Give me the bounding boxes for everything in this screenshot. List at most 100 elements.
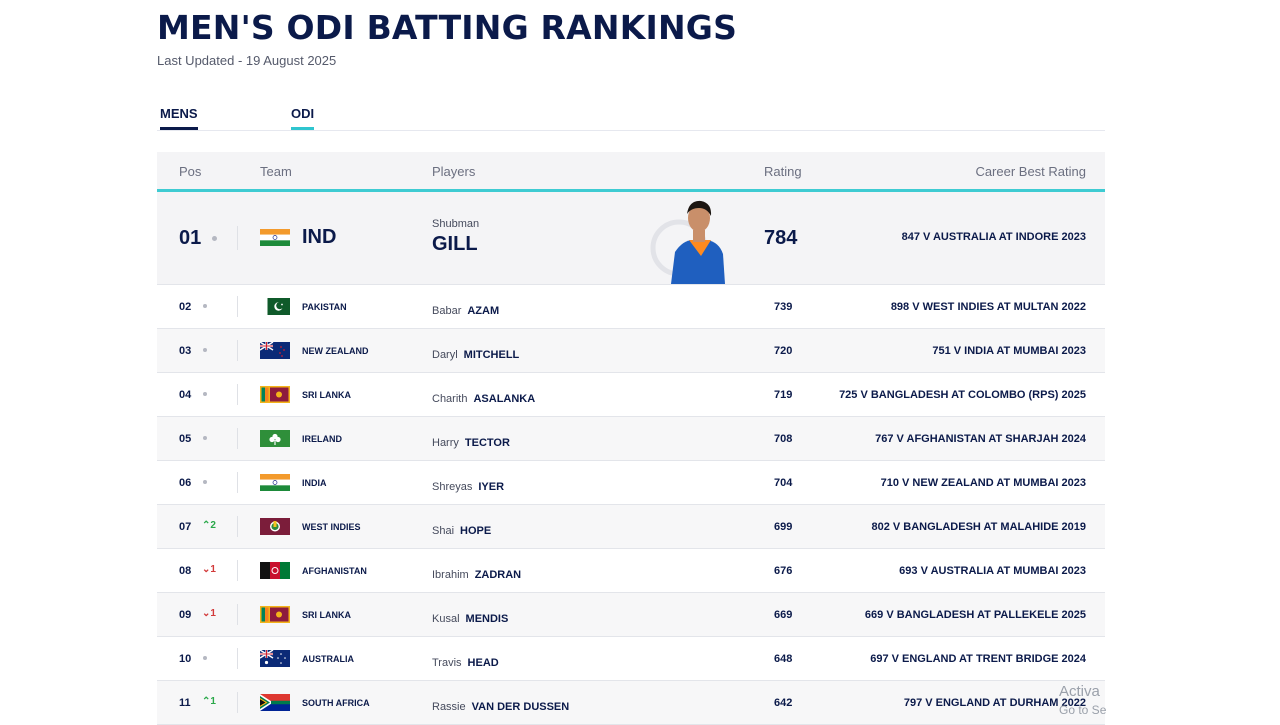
table-row[interactable]: 06 INDIA Shreyas IYER 704 710 V NEW ZEALAND A… bbox=[157, 461, 1105, 505]
ranking-rows: 02 PAKISTAN Babar AZAM 739 898 V WEST INDIES … bbox=[157, 285, 1105, 725]
rank-position: 02 bbox=[179, 301, 192, 313]
table-row[interactable]: 09 ⌄1 SRI LANKA Kusal MENDIS 669 669 V BANGLAD… bbox=[157, 593, 1105, 637]
player-first-name: Harry bbox=[432, 437, 459, 449]
player-last-name: HOPE bbox=[460, 525, 492, 537]
career-best: 797 V ENGLAND AT DURHAM 2022 bbox=[903, 697, 1086, 709]
rank-position: 04 bbox=[179, 389, 192, 401]
tab-odi[interactable]: ODI bbox=[291, 106, 315, 130]
rank-position: 03 bbox=[179, 345, 192, 357]
divider bbox=[237, 516, 238, 537]
player-first-name: Travis bbox=[432, 657, 462, 669]
player-first-name: Shubman bbox=[432, 218, 480, 230]
rating-value: 676 bbox=[774, 565, 793, 577]
team-name: SRI LANKA bbox=[302, 610, 351, 620]
rankings-table: Pos Team Players Rating Career Best Rati… bbox=[157, 152, 1105, 725]
afghanistan-flag-icon bbox=[260, 562, 290, 579]
team-name: AFGHANISTAN bbox=[302, 566, 367, 576]
divider bbox=[237, 560, 238, 581]
player-name[interactable]: Charith ASALANKA bbox=[432, 393, 535, 405]
player-name[interactable]: Daryl MITCHELL bbox=[432, 349, 519, 361]
rank-change-up: ⌃1 bbox=[202, 696, 216, 707]
rank-change-down: ⌄1 bbox=[202, 564, 216, 575]
player-last-name: ZADRAN bbox=[474, 569, 522, 581]
top-ranked-row[interactable]: 01 IND Shubman GILL 784 847 V AUSTRALIA … bbox=[157, 192, 1105, 285]
team-name: IRELAND bbox=[302, 434, 342, 444]
south-africa-flag-icon bbox=[260, 694, 290, 711]
arrow-down-icon: ⌄ bbox=[202, 608, 211, 619]
career-best: 898 V WEST INDIES AT MULTAN 2022 bbox=[890, 301, 1086, 313]
no-change-indicator bbox=[203, 436, 207, 440]
table-row[interactable]: 10 AUSTRALIA Travis HEAD 648 697 V ENGLAND AT… bbox=[157, 637, 1105, 681]
player-name[interactable]: Babar AZAM bbox=[432, 305, 499, 317]
player-last-name: ASALANKA bbox=[473, 393, 536, 405]
team-name: SRI LANKA bbox=[302, 390, 351, 400]
player-last-name[interactable]: GILL bbox=[432, 233, 478, 255]
rank-position: 09 bbox=[179, 609, 192, 621]
header-team: Team bbox=[260, 164, 292, 179]
watermark-line1: Activa bbox=[1059, 683, 1100, 700]
rank-position: 11 bbox=[179, 697, 191, 709]
table-row[interactable]: 03 NEW ZEALAND Daryl MITCHELL 720 751 V INDIA… bbox=[157, 329, 1105, 373]
table-row[interactable]: 07 ⌃2 WEST INDIES Shai HOPE 699 802 V BANGLADE… bbox=[157, 505, 1105, 549]
rank-position: 01 bbox=[179, 227, 202, 249]
no-change-indicator bbox=[203, 392, 207, 396]
divider bbox=[237, 226, 238, 250]
table-row[interactable]: 11 ⌃1 SOUTH AFRICA Rassie VAN DER DUSSEN 642 7… bbox=[157, 681, 1105, 725]
rank-position: 10 bbox=[179, 653, 192, 665]
table-row[interactable]: 04 SRI LANKA Charith ASALANKA 719 725 V BANGL… bbox=[157, 373, 1105, 417]
player-name[interactable]: Rassie VAN DER DUSSEN bbox=[432, 701, 569, 713]
india-flag-icon bbox=[260, 474, 290, 491]
arrow-up-icon: ⌃ bbox=[202, 520, 211, 531]
player-name[interactable]: Kusal MENDIS bbox=[432, 613, 508, 625]
pakistan-flag-icon bbox=[260, 298, 290, 315]
career-best: 751 V INDIA AT MUMBAI 2023 bbox=[932, 345, 1086, 357]
rating-value: 784 bbox=[764, 227, 798, 249]
watermark-line2: Go to Se bbox=[1059, 703, 1107, 717]
rating-value: 699 bbox=[774, 521, 793, 533]
divider bbox=[237, 384, 238, 405]
no-change-indicator bbox=[203, 348, 207, 352]
career-best: 767 V AFGHANISTAN AT SHARJAH 2024 bbox=[875, 433, 1086, 445]
player-first-name: Ibrahim bbox=[432, 569, 469, 581]
arrow-down-icon: ⌄ bbox=[202, 564, 211, 575]
team-name: AUSTRALIA bbox=[302, 654, 354, 664]
no-change-indicator bbox=[203, 656, 207, 660]
player-name[interactable]: Travis HEAD bbox=[432, 657, 499, 669]
player-name[interactable]: Harry TECTOR bbox=[432, 437, 510, 449]
team-name: WEST INDIES bbox=[302, 522, 361, 532]
player-last-name: TECTOR bbox=[464, 437, 510, 449]
rank-change-down: ⌄1 bbox=[202, 608, 216, 619]
rating-value: 719 bbox=[774, 389, 793, 401]
player-first-name: Shai bbox=[432, 525, 455, 537]
table-row[interactable]: 02 PAKISTAN Babar AZAM 739 898 V WEST INDIES … bbox=[157, 285, 1105, 329]
header-players: Players bbox=[432, 164, 476, 179]
rank-position: 06 bbox=[179, 477, 192, 489]
career-best: 710 V NEW ZEALAND AT MUMBAI 2023 bbox=[880, 477, 1086, 489]
table-row[interactable]: 05 IRELAND Harry TECTOR 708 767 V AFGHANISTAN… bbox=[157, 417, 1105, 461]
divider bbox=[237, 340, 238, 361]
tab-mens[interactable]: MENS bbox=[160, 106, 198, 130]
filter-tabs: MENS ODI bbox=[157, 100, 1105, 131]
australia-flag-icon bbox=[260, 650, 290, 667]
table-row[interactable]: 08 ⌄1 AFGHANISTAN Ibrahim ZADRAN 676 693 V AUS… bbox=[157, 549, 1105, 593]
player-name[interactable]: Shai HOPE bbox=[432, 525, 491, 537]
player-last-name: MENDIS bbox=[465, 613, 509, 625]
player-name[interactable]: Ibrahim ZADRAN bbox=[432, 569, 521, 581]
player-photo bbox=[650, 200, 725, 284]
divider bbox=[237, 692, 238, 713]
career-best: 847 V AUSTRALIA AT INDORE 2023 bbox=[901, 231, 1086, 243]
table-header: Pos Team Players Rating Career Best Rati… bbox=[157, 152, 1105, 192]
divider bbox=[237, 604, 238, 625]
activation-watermark: Activa Go to Se bbox=[1059, 682, 1106, 720]
rank-position: 05 bbox=[179, 433, 192, 445]
rating-value: 708 bbox=[774, 433, 793, 445]
rating-value: 669 bbox=[774, 609, 793, 621]
career-best: 802 V BANGLADESH AT MALAHIDE 2019 bbox=[871, 521, 1086, 533]
player-first-name: Charith bbox=[432, 393, 468, 405]
divider bbox=[237, 296, 238, 317]
rating-value: 720 bbox=[774, 345, 793, 357]
team-code: IND bbox=[302, 226, 337, 248]
rating-value: 739 bbox=[774, 301, 793, 313]
team-name: SOUTH AFRICA bbox=[302, 698, 370, 708]
player-name[interactable]: Shreyas IYER bbox=[432, 481, 504, 493]
